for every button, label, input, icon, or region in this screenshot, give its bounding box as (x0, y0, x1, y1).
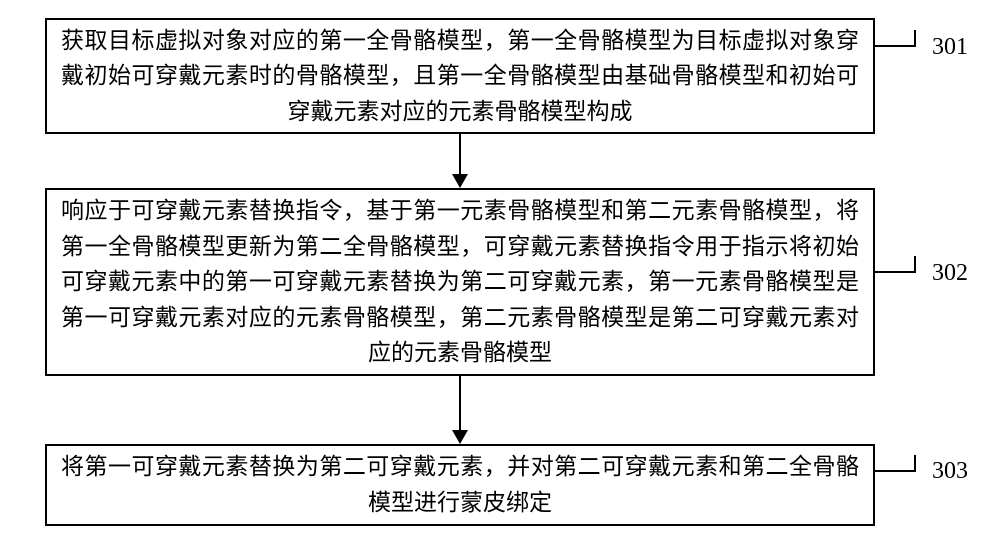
lead-line-302-h (875, 271, 916, 273)
step-301-text: 获取目标虚拟对象对应的第一全骨骼模型，第一全骨骼模型为目标虚拟对象穿戴初始可穿戴… (61, 23, 859, 130)
flow-step-301: 获取目标虚拟对象对应的第一全骨骼模型，第一全骨骼模型为目标虚拟对象穿戴初始可穿戴… (45, 18, 875, 134)
lead-line-301-h (875, 45, 916, 47)
flow-step-303: 将第一可穿戴元素替换为第二可穿戴元素，并对第二可穿戴元素和第二全骨骼模型进行蒙皮… (45, 444, 875, 526)
lead-line-302-v (914, 256, 916, 273)
flow-step-302: 响应于可穿戴元素替换指令，基于第一元素骨骼模型和第二元素骨骼模型，将第一全骨骼模… (45, 188, 875, 376)
step-label-303: 303 (932, 458, 968, 485)
step-label-301: 301 (932, 34, 968, 61)
step-303-text: 将第一可穿戴元素替换为第二可穿戴元素，并对第二可穿戴元素和第二全骨骼模型进行蒙皮… (61, 449, 859, 520)
lead-line-303-v (914, 455, 916, 472)
step-302-text: 响应于可穿戴元素替换指令，基于第一元素骨骼模型和第二元素骨骼模型，将第一全骨骼模… (61, 193, 859, 371)
diagram-canvas: 获取目标虚拟对象对应的第一全骨骼模型，第一全骨骼模型为目标虚拟对象穿戴初始可穿戴… (0, 0, 1000, 555)
lead-line-301-v (914, 30, 916, 47)
arrow-302-303-head (452, 430, 468, 444)
arrow-301-302-line (459, 134, 461, 176)
arrow-301-302-head (452, 174, 468, 188)
arrow-302-303-line (459, 376, 461, 432)
lead-line-303-h (875, 470, 916, 472)
step-label-302: 302 (932, 260, 968, 287)
